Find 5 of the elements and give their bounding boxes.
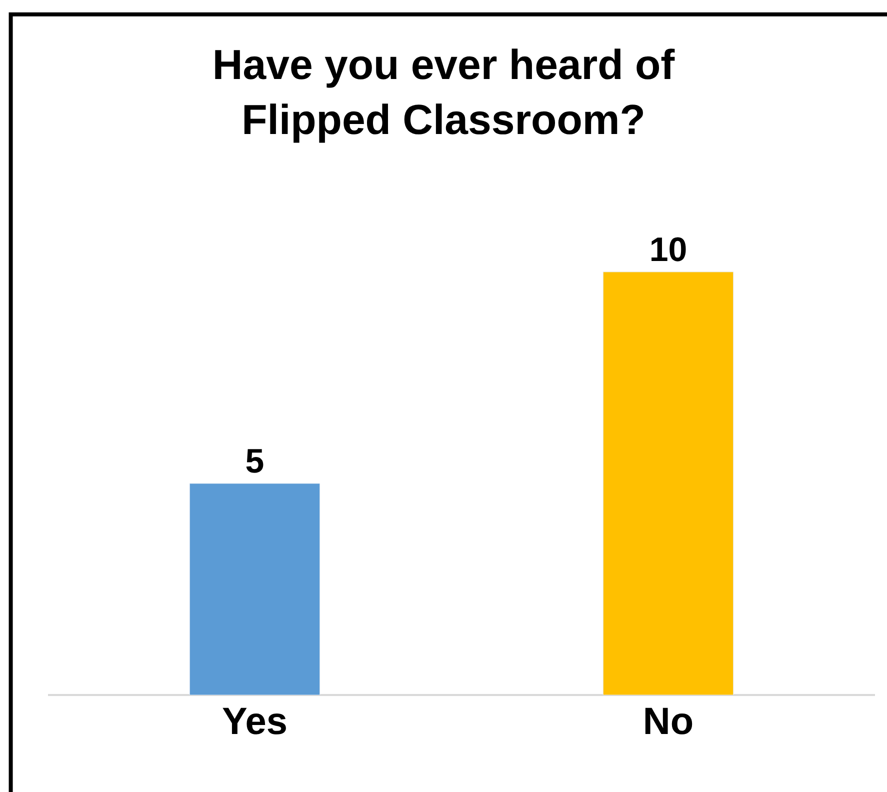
chart-title: Have you ever heard of Flipped Classroom? bbox=[212, 41, 676, 143]
x-tick-label: No bbox=[642, 701, 694, 743]
data-label: 5 bbox=[245, 442, 264, 480]
x-tick-label: Yes bbox=[222, 701, 288, 743]
data-label: 10 bbox=[649, 230, 688, 269]
